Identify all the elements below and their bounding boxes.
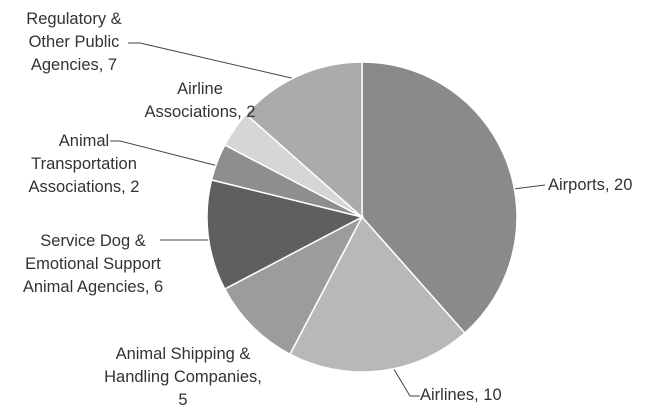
leader-line <box>110 140 223 168</box>
slice-label: Airports, 20 <box>548 176 633 194</box>
leader-line <box>128 42 301 81</box>
pie-slice <box>288 215 466 373</box>
slice-label: Regulatory & Other Public Agencies, 7 <box>26 10 122 74</box>
pie-slice <box>244 61 363 219</box>
pie-slice <box>361 61 518 335</box>
leader-line <box>391 365 420 397</box>
pie-slice <box>223 215 364 356</box>
slice-label: Service Dog & Emotional Support Animal A… <box>22 232 164 296</box>
slice-label: Animal Transportation Associations, 2 <box>28 132 140 196</box>
pie-slice <box>206 178 365 291</box>
slice-label: Airlines, 10 <box>420 386 502 404</box>
slice-label: Animal Shipping & Handling Companies, 5 <box>104 345 262 409</box>
slice-label: Airline Associations, 2 <box>144 80 256 121</box>
